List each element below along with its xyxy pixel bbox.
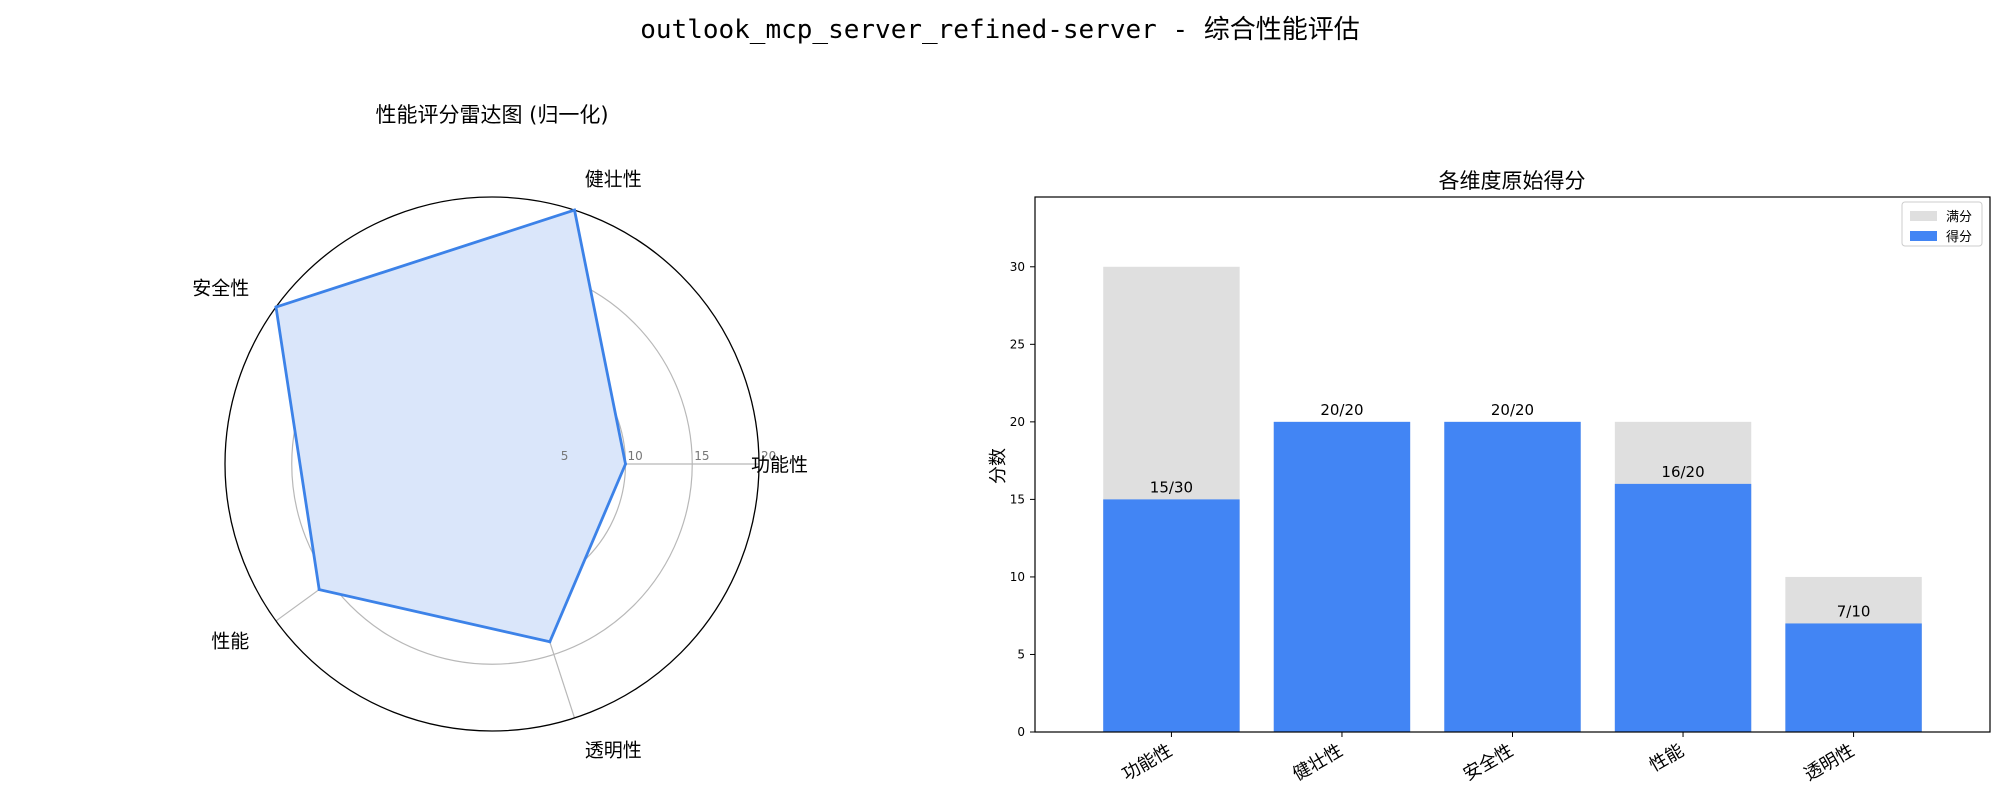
y-tick-label: 10 [1010,570,1025,584]
radar-area [276,210,626,642]
radar-point [573,208,577,212]
legend-swatch [1910,211,1937,221]
radar-series-line [274,208,627,644]
bar-chart: 各维度原始得分 分数 0 5 10 15 20 25 30 功能性 健壮性 安全性 性能 透明性 15/… [988,169,1991,785]
bar-data-label: 20/20 [1491,401,1534,419]
y-tick-label: 20 [1010,415,1025,429]
bar-score [1444,421,1581,732]
radar-point [274,305,278,309]
x-tick-label: 性能 [1646,740,1688,776]
y-tick-label: 5 [1017,647,1025,661]
bar-score [1785,623,1922,732]
radar-axis-label: 功能性 [751,454,808,476]
x-tick-label: 安全性 [1460,740,1517,785]
bar-data-label: 16/20 [1661,463,1704,481]
figure-title: outlook_mcp_server_refined-server - 综合性能… [640,15,1360,45]
bar-score [1614,483,1752,732]
radar-axis-label: 透明性 [585,739,642,761]
radar-axis-label: 健壮性 [585,169,642,191]
radar-point [548,640,552,644]
radar-axis-label: 性能 [211,630,249,652]
bar-score [1273,421,1411,732]
radar-r-tick-label: 20 [761,449,776,463]
legend-label: 得分 [1946,229,1972,245]
radar-outer-ring [224,196,760,732]
legend-label: 满分 [1946,210,1972,225]
y-tick-label: 15 [1010,492,1025,506]
bar-data-label: 7/10 [1837,602,1871,620]
bar-data-label: 20/20 [1320,401,1363,419]
x-tick-label: 透明性 [1801,740,1858,785]
y-tick-label: 25 [1010,337,1025,351]
x-tick-label: 健壮性 [1289,740,1346,785]
bar-score [1103,499,1240,732]
radar-axis-label: 安全性 [192,278,249,300]
radar-point [624,462,627,466]
radar-r-tick-label: 15 [694,449,709,463]
y-tick-label: 30 [1010,260,1025,274]
legend-swatch [1910,231,1937,241]
bar-data-label: 15/30 [1150,478,1193,496]
radar-r-tick-label: 5 [561,449,569,463]
bar-title: 各维度原始得分 [1439,169,1586,193]
radar-point [317,588,321,592]
radar-title: 性能评分雷达图 (归一化) [375,103,608,127]
radar-r-tick-label: 10 [628,449,643,463]
y-tick-label: 0 [1017,725,1025,739]
x-tick-label: 功能性 [1119,740,1176,785]
y-axis-label: 分数 [988,448,1009,484]
